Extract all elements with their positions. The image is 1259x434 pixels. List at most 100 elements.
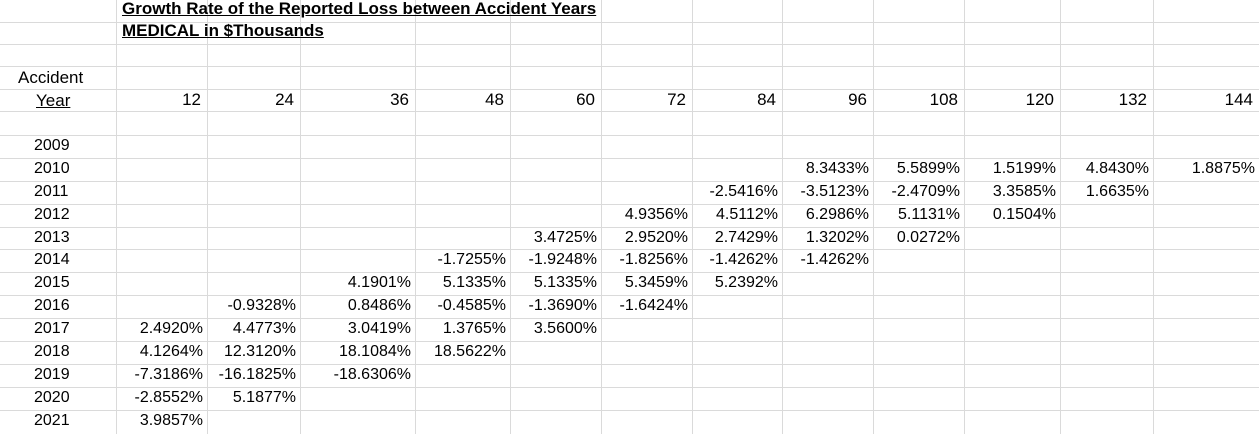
- growth-cell: 2.9520%: [624, 229, 688, 246]
- growth-cell: 5.1335%: [533, 274, 597, 291]
- growth-cell: -1.3690%: [528, 297, 598, 314]
- year-label-2021: 2021: [34, 412, 70, 429]
- year-label-2014: 2014: [34, 251, 70, 268]
- growth-cell: -7.3186%: [134, 366, 204, 383]
- grid-row-line: [0, 89, 1259, 90]
- growth-cell: 1.3202%: [805, 229, 869, 246]
- growth-cell: 2.4920%: [139, 320, 203, 337]
- growth-cell: 1.8875%: [1191, 160, 1255, 177]
- growth-cell: 5.1335%: [442, 274, 506, 291]
- grid-column-line: [601, 0, 602, 434]
- grid-row-line: [0, 22, 1259, 23]
- sheet-title: Growth Rate of the Reported Loss between…: [122, 0, 597, 18]
- grid-column-line: [964, 0, 965, 434]
- grid-row-line: [0, 181, 1259, 182]
- column-header-84: 84: [757, 90, 776, 109]
- growth-cell: -0.9328%: [227, 297, 297, 314]
- growth-cell: -1.7255%: [437, 251, 507, 268]
- growth-cell: 0.0272%: [896, 229, 960, 246]
- grid-column-line: [873, 0, 874, 434]
- grid-column-line: [1060, 0, 1061, 434]
- grid-column-line: [782, 0, 783, 434]
- column-header-36: 36: [390, 90, 409, 109]
- grid-column-line: [510, 0, 511, 434]
- growth-cell: 4.9356%: [624, 206, 688, 223]
- growth-cell: -16.1825%: [218, 366, 296, 383]
- grid-column-line: [415, 0, 416, 434]
- growth-cell: -1.4262%: [800, 251, 870, 268]
- grid-row-line: [0, 249, 1259, 250]
- growth-cell: 3.0419%: [347, 320, 411, 337]
- growth-cell: 0.8486%: [347, 297, 411, 314]
- growth-cell: -1.8256%: [619, 251, 689, 268]
- growth-cell: 5.5899%: [896, 160, 960, 177]
- growth-cell: 4.4773%: [232, 320, 296, 337]
- growth-cell: -2.4709%: [891, 183, 961, 200]
- year-label-2019: 2019: [34, 366, 70, 383]
- growth-cell: 1.5199%: [992, 160, 1056, 177]
- growth-cell: 6.2986%: [805, 206, 869, 223]
- year-label-2020: 2020: [34, 389, 70, 406]
- grid-row-line: [0, 44, 1259, 45]
- growth-cell: 18.5622%: [433, 343, 506, 360]
- growth-cell: 5.1131%: [898, 206, 960, 223]
- growth-cell: 18.1084%: [338, 343, 411, 360]
- column-header-96: 96: [848, 90, 867, 109]
- growth-cell: 4.1264%: [139, 343, 203, 360]
- column-header-144: 144: [1224, 90, 1253, 109]
- year-label-2012: 2012: [34, 206, 70, 223]
- grid-column-line: [300, 0, 301, 434]
- column-header-132: 132: [1118, 90, 1147, 109]
- growth-cell: 4.8430%: [1085, 160, 1149, 177]
- growth-cell: 8.3433%: [805, 160, 869, 177]
- growth-cell: 4.5112%: [716, 206, 778, 223]
- column-header-12: 12: [182, 90, 201, 109]
- year-label-2009: 2009: [34, 137, 70, 154]
- growth-cell: 3.3585%: [992, 183, 1056, 200]
- year-label-2016: 2016: [34, 297, 70, 314]
- grid-row-line: [0, 227, 1259, 228]
- row-header-accident: Accident: [18, 68, 84, 87]
- year-label-2017: 2017: [34, 320, 70, 337]
- row-header-year: Year: [36, 91, 71, 110]
- growth-cell: -1.9248%: [528, 251, 598, 268]
- growth-cell: -0.4585%: [437, 297, 507, 314]
- growth-cell: 3.5600%: [533, 320, 597, 337]
- growth-cell: -3.5123%: [800, 183, 870, 200]
- growth-cell: -1.4262%: [709, 251, 779, 268]
- grid-row-line: [0, 364, 1259, 365]
- grid-row-line: [0, 204, 1259, 205]
- grid-row-line: [0, 341, 1259, 342]
- growth-cell: 5.3459%: [624, 274, 688, 291]
- growth-cell: 1.6635%: [1085, 183, 1149, 200]
- growth-cell: -2.8552%: [134, 389, 204, 406]
- growth-cell: 3.4725%: [533, 229, 597, 246]
- growth-cell: -1.6424%: [619, 297, 689, 314]
- column-header-72: 72: [667, 90, 686, 109]
- year-label-2013: 2013: [34, 229, 70, 246]
- grid-row-line: [0, 318, 1259, 319]
- grid-row-line: [0, 66, 1259, 67]
- column-header-60: 60: [576, 90, 595, 109]
- year-label-2011: 2011: [34, 183, 69, 200]
- growth-cell: 5.1877%: [232, 389, 296, 406]
- growth-cell: 12.3120%: [223, 343, 296, 360]
- grid-row-line: [0, 111, 1259, 112]
- growth-cell: -2.5416%: [709, 183, 779, 200]
- growth-cell: 1.3765%: [442, 320, 506, 337]
- growth-cell: 0.1504%: [992, 206, 1056, 223]
- grid-column-line: [692, 0, 693, 434]
- grid-row-line: [0, 295, 1259, 296]
- grid-column-line: [116, 0, 117, 434]
- grid-column-line: [1153, 0, 1154, 434]
- column-header-24: 24: [275, 90, 294, 109]
- sheet-subtitle: MEDICAL in $Thousands: [122, 21, 324, 40]
- grid-row-line: [0, 158, 1259, 159]
- growth-cell: 3.9857%: [139, 412, 203, 429]
- grid-column-line: [207, 0, 208, 434]
- grid-row-line: [0, 135, 1259, 136]
- column-header-108: 108: [929, 90, 958, 109]
- year-label-2018: 2018: [34, 343, 70, 360]
- grid-row-line: [0, 272, 1259, 273]
